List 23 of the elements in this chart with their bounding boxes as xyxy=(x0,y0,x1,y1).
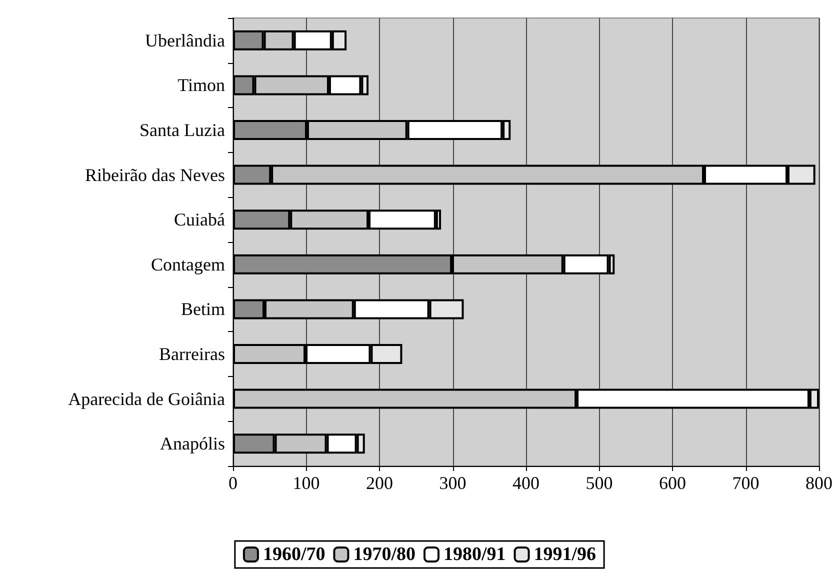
y-tick-label: Uberlândia xyxy=(145,30,226,50)
x-tick-label: 300 xyxy=(439,473,466,493)
y-tick-label: Anapólis xyxy=(160,434,225,454)
x-tick-label: 700 xyxy=(732,473,760,493)
x-tick-label: 200 xyxy=(366,473,393,493)
x-tick-label: 600 xyxy=(659,473,686,493)
legend-label: 1960/70 xyxy=(262,544,326,565)
y-tick-label: Ribeirão das Neves xyxy=(85,164,225,185)
x-tick-label: 500 xyxy=(586,473,613,493)
legend-label: 1980/91 xyxy=(444,544,506,565)
x-tick-label: 400 xyxy=(512,473,540,493)
legend-label: 1991/96 xyxy=(534,544,596,565)
y-tick-label: Timon xyxy=(178,75,225,96)
x-tick-label: 800 xyxy=(806,473,832,493)
y-tick-label: Santa Luzia xyxy=(140,120,226,140)
y-tick-label: Betim xyxy=(181,299,225,320)
y-tick-label: Aparecida de Goiânia xyxy=(68,388,226,409)
y-tick-label: Contagem xyxy=(151,254,225,274)
x-tick-label: 0 xyxy=(228,473,238,493)
x-tick-label: 100 xyxy=(292,473,320,493)
legend-label: 1970/80 xyxy=(353,544,416,565)
y-tick-label: Cuiabá xyxy=(174,210,225,230)
y-tick-label: Barreiras xyxy=(159,344,225,364)
